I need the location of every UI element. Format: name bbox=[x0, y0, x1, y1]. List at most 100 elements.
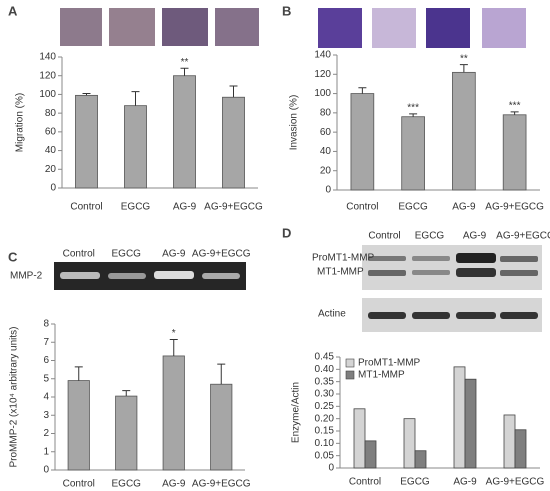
x-tick-label: AG-9+EGCG bbox=[486, 477, 545, 488]
error-bar bbox=[82, 92, 91, 96]
y-axis-label: Migration (%) bbox=[15, 93, 26, 152]
x-tick-label: Control bbox=[70, 202, 102, 213]
y-tick-label: 0 bbox=[325, 185, 331, 196]
y-tick-label: 0.45 bbox=[315, 352, 335, 363]
y-tick-label: 0.25 bbox=[315, 401, 335, 412]
lane-label: AG-9+EGCG bbox=[192, 249, 251, 260]
panel-label: D bbox=[282, 225, 291, 240]
bar bbox=[353, 408, 366, 469]
blot-label: Actine bbox=[318, 309, 346, 320]
bar bbox=[514, 429, 527, 469]
y-tick-label: 80 bbox=[45, 108, 57, 119]
bar bbox=[173, 75, 196, 189]
y-tick-label: 120 bbox=[314, 69, 331, 80]
x-tick-label: AG-9 bbox=[173, 202, 197, 213]
y-tick-label: 0 bbox=[50, 183, 56, 194]
legend-swatch bbox=[345, 370, 355, 380]
y-tick-label: 0.30 bbox=[315, 389, 335, 400]
bar bbox=[403, 418, 416, 469]
error-bar bbox=[229, 85, 238, 98]
y-tick-label: 7 bbox=[43, 337, 49, 348]
western-blot bbox=[362, 245, 542, 332]
y-tick-label: 0.35 bbox=[315, 376, 335, 387]
x-tick-label: Control bbox=[349, 477, 381, 488]
bar bbox=[503, 414, 516, 469]
y-tick-label: 1 bbox=[43, 446, 49, 457]
x-tick-label: EGCG bbox=[400, 477, 430, 488]
y-tick-label: 5 bbox=[43, 373, 49, 384]
y-tick-label: 140 bbox=[314, 50, 331, 61]
blot-label: MT1-MMP bbox=[317, 267, 364, 278]
error-bar bbox=[217, 363, 226, 385]
gel-label: MMP-2 bbox=[10, 271, 43, 282]
significance-label: *** bbox=[509, 101, 521, 112]
x-tick-label: EGCG bbox=[112, 479, 142, 490]
y-tick-label: 2 bbox=[43, 428, 49, 439]
legend-swatch bbox=[345, 358, 355, 368]
micrographs-a bbox=[60, 8, 259, 46]
y-tick-label: 0.40 bbox=[315, 364, 335, 375]
lane-label: AG-9 bbox=[463, 231, 487, 242]
lane-label: Control bbox=[368, 231, 400, 242]
significance-label: *** bbox=[407, 102, 419, 113]
bar bbox=[350, 93, 375, 191]
gel bbox=[54, 262, 246, 290]
bar bbox=[453, 366, 466, 469]
x-tick-label: AG-9 bbox=[453, 477, 477, 488]
x-tick-label: AG-9+EGCG bbox=[192, 479, 251, 490]
bar bbox=[67, 380, 90, 471]
y-tick-label: 6 bbox=[43, 355, 49, 366]
bar bbox=[401, 116, 425, 191]
error-bar bbox=[74, 366, 83, 381]
lane-label: AG-9 bbox=[162, 249, 186, 260]
y-tick-label: 3 bbox=[43, 410, 49, 421]
significance-label: ** bbox=[181, 57, 189, 68]
legend-label: ProMT1-MMP bbox=[358, 358, 421, 369]
y-tick-label: 60 bbox=[45, 126, 57, 137]
y-tick-label: 100 bbox=[314, 88, 331, 99]
error-bar bbox=[459, 64, 468, 73]
error-bar bbox=[180, 67, 189, 76]
bar bbox=[364, 440, 377, 469]
x-tick-label: AG-9 bbox=[452, 202, 476, 213]
error-bar bbox=[358, 87, 367, 94]
y-tick-label: 0.05 bbox=[315, 450, 335, 461]
y-axis-label: Enzyme/Actin bbox=[291, 382, 302, 443]
bar bbox=[414, 450, 427, 469]
error-bar bbox=[169, 339, 178, 356]
y-tick-label: 20 bbox=[45, 164, 57, 175]
x-tick-label: AG-9+EGCG bbox=[485, 202, 544, 213]
y-tick-label: 80 bbox=[320, 107, 332, 118]
y-tick-label: 100 bbox=[39, 89, 56, 100]
lane-label: EGCG bbox=[112, 249, 142, 260]
y-tick-label: 0.15 bbox=[315, 426, 335, 437]
y-tick-label: 60 bbox=[320, 127, 332, 138]
y-axis-label: ProMMP-2 (x10⁴ arbitrary units) bbox=[9, 327, 20, 468]
x-tick-label: EGCG bbox=[398, 202, 428, 213]
y-tick-label: 8 bbox=[43, 319, 49, 330]
legend-label: MT1-MMP bbox=[358, 370, 405, 381]
lane-label: Control bbox=[63, 249, 95, 260]
y-tick-label: 40 bbox=[45, 145, 57, 156]
x-tick-label: EGCG bbox=[121, 202, 151, 213]
y-tick-label: 0 bbox=[328, 463, 334, 474]
y-tick-label: 0.20 bbox=[315, 413, 335, 424]
significance-label: * bbox=[172, 328, 176, 339]
micrographs-b bbox=[318, 8, 526, 48]
bar bbox=[162, 355, 185, 471]
x-tick-label: AG-9 bbox=[162, 479, 186, 490]
y-tick-label: 140 bbox=[39, 52, 56, 63]
bar bbox=[210, 383, 233, 471]
bar bbox=[502, 114, 527, 191]
error-bar bbox=[409, 113, 418, 117]
error-bar bbox=[510, 111, 519, 115]
y-tick-label: 20 bbox=[320, 165, 332, 176]
x-tick-label: Control bbox=[346, 202, 378, 213]
bar bbox=[464, 378, 477, 469]
bar bbox=[75, 94, 98, 189]
y-tick-label: 0.10 bbox=[315, 438, 335, 449]
bar bbox=[222, 96, 245, 189]
error-bar bbox=[122, 390, 131, 397]
bar bbox=[115, 395, 138, 471]
